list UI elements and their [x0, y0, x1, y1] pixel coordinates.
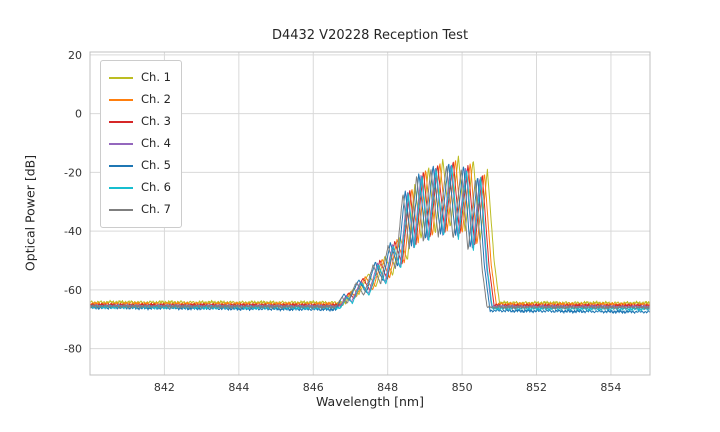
legend-swatch-ch-3 [109, 121, 133, 123]
axes-frame [89, 51, 651, 376]
legend: Ch. 1 Ch. 2 Ch. 3 Ch. 4 Ch. 5 Ch. 6 Ch. 7 [100, 60, 182, 228]
x-tick-label: 842 [154, 381, 175, 394]
series-lines [90, 155, 650, 314]
y-tick-label: -80 [64, 343, 82, 356]
plot-area [90, 52, 650, 375]
legend-label-ch-1: Ch. 1 [141, 70, 171, 85]
legend-item-ch-1: Ch. 1 [109, 67, 171, 89]
legend-item-ch-2: Ch. 2 [109, 89, 171, 111]
legend-label-ch-6: Ch. 6 [141, 180, 171, 195]
chart-title: D4432 V20228 Reception Test [271, 28, 469, 43]
series-line-ch-7 [90, 165, 650, 310]
y-tick-label: 20 [68, 49, 82, 62]
legend-label-ch-3: Ch. 3 [141, 114, 171, 129]
legend-item-ch-5: Ch. 5 [109, 155, 171, 177]
legend-swatch-ch-2 [109, 99, 133, 101]
y-tick-label: 0 [75, 108, 82, 121]
legend-label-ch-4: Ch. 4 [141, 136, 171, 151]
legend-swatch-ch-5 [109, 165, 133, 167]
legend-label-ch-5: Ch. 5 [141, 158, 171, 173]
legend-label-ch-7: Ch. 7 [141, 202, 171, 217]
y-tick-label: -40 [64, 225, 82, 238]
legend-item-ch-3: Ch. 3 [109, 111, 171, 133]
legend-swatch-ch-7 [109, 209, 133, 211]
y-axis-label-text: Optical Power [dB] [22, 154, 38, 272]
legend-item-ch-6: Ch. 6 [109, 177, 171, 199]
legend-item-ch-7: Ch. 7 [109, 199, 171, 221]
legend-swatch-ch-6 [109, 187, 133, 189]
x-tick-label: 848 [377, 381, 398, 394]
grid-lines [90, 52, 650, 375]
x-tick-label: 852 [526, 381, 547, 394]
y-tick-label: -60 [64, 284, 82, 297]
x-tick-label: 850 [452, 381, 473, 394]
legend-swatch-ch-1 [109, 77, 133, 79]
y-tick-label: -20 [64, 166, 82, 179]
legend-item-ch-4: Ch. 4 [109, 133, 171, 155]
legend-swatch-ch-4 [109, 143, 133, 145]
x-axis-label: Wavelength [nm] [316, 394, 424, 409]
x-tick-label: 854 [600, 381, 621, 394]
legend-label-ch-2: Ch. 2 [141, 92, 171, 107]
x-tick-label: 846 [303, 381, 324, 394]
x-tick-label: 844 [228, 381, 249, 394]
y-tick-labels: 20 0 -20 -40 -60 -80 [64, 49, 82, 356]
x-tick-labels: 842 844 846 848 850 852 854 [154, 381, 622, 394]
